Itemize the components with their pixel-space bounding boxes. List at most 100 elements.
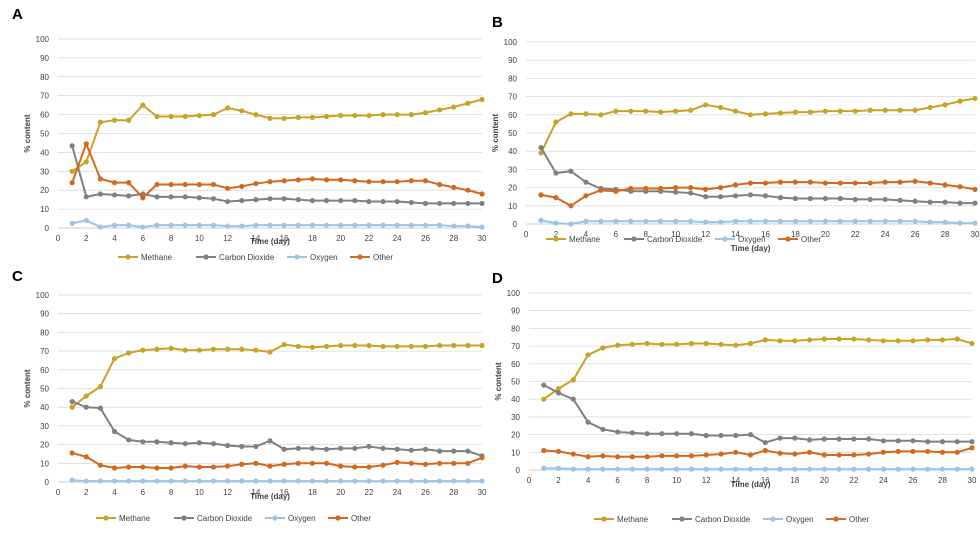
x-tick-label: 20 (820, 476, 829, 485)
y-tick-label: 10 (511, 448, 520, 457)
x-tick-label: 16 (280, 234, 289, 243)
data-point (912, 178, 918, 184)
data-point (309, 460, 315, 466)
series-line (71, 219, 483, 229)
data-point (538, 217, 544, 223)
data-point (437, 478, 443, 484)
data-point (267, 478, 273, 484)
data-point (366, 342, 372, 349)
data-point (583, 179, 589, 185)
data-point (111, 117, 118, 123)
data-point (352, 222, 358, 228)
data-point (747, 432, 754, 438)
data-point (479, 200, 485, 207)
series-carbon-dioxide (541, 382, 975, 446)
legend-swatch-marker (601, 516, 607, 522)
data-point (225, 442, 231, 449)
data-point (910, 338, 916, 344)
data-point (437, 342, 443, 349)
legend-item: Carbon Dioxide (624, 235, 703, 244)
data-point (253, 112, 259, 118)
y-tick-label: 30 (40, 167, 49, 176)
x-tick-label: 26 (908, 476, 917, 485)
data-point (851, 452, 857, 458)
y-tick-label: 0 (513, 220, 518, 229)
x-tick-label: 10 (195, 488, 204, 497)
y-tick-label: 30 (511, 413, 520, 422)
data-point (733, 432, 739, 439)
data-point (338, 177, 344, 183)
data-point (717, 185, 724, 191)
x-tick-label: 0 (56, 234, 61, 243)
data-point (688, 466, 695, 472)
data-point (762, 337, 768, 343)
series-methane (538, 95, 978, 156)
data-point (628, 218, 634, 224)
data-point (718, 466, 724, 472)
series-line (543, 467, 972, 471)
data-point (83, 159, 89, 165)
y-tick-label: 50 (40, 130, 49, 139)
data-point (925, 337, 931, 343)
panel-d: D 0 10 20 30 40 50 60 70 80 90 100 0 2 4 6 8 10 12 14 16 18 2… (490, 264, 980, 529)
data-point (852, 218, 858, 224)
data-point (807, 109, 813, 115)
data-point (703, 102, 709, 108)
series-line (71, 141, 483, 200)
data-point (239, 461, 245, 467)
legend-item: Carbon Dioxide (672, 515, 751, 524)
data-point (553, 195, 559, 201)
data-point (732, 193, 739, 199)
data-point (703, 194, 709, 200)
x-tick-label: 2 (554, 230, 559, 239)
data-point (939, 449, 946, 455)
data-point (267, 196, 273, 202)
data-point (880, 338, 886, 344)
data-point (644, 431, 650, 437)
data-point (239, 478, 245, 484)
data-point (717, 219, 724, 225)
data-point (792, 179, 798, 185)
data-point (673, 218, 679, 224)
x-tick-label: 30 (478, 234, 487, 243)
y-tick-label: 90 (40, 54, 49, 63)
data-point (910, 438, 916, 444)
x-tick-label: 18 (791, 230, 800, 239)
data-point (837, 218, 843, 224)
data-point (585, 419, 591, 425)
data-point (939, 337, 946, 343)
data-point (295, 460, 301, 466)
data-point (83, 454, 89, 460)
y-tick-label: 90 (511, 307, 520, 316)
data-point (882, 218, 888, 224)
data-point (880, 466, 886, 472)
data-point (837, 108, 843, 114)
data-point (465, 448, 471, 454)
data-point (210, 112, 217, 118)
y-tick-label: 100 (36, 291, 50, 300)
data-point (674, 466, 680, 472)
data-point (570, 451, 576, 457)
y-axis-title: % content (494, 362, 503, 401)
data-point (253, 347, 259, 353)
legend-label: Carbon Dioxide (647, 235, 703, 244)
x-tick-label: 14 (731, 476, 740, 485)
x-tick-label: 24 (881, 230, 890, 239)
data-point (836, 336, 842, 342)
x-tick-label: 22 (364, 234, 373, 243)
data-point (422, 110, 429, 116)
data-point (408, 112, 414, 118)
legend-label: Other (849, 515, 869, 524)
gridlines (58, 38, 482, 229)
data-point (309, 176, 315, 182)
data-point (939, 439, 946, 445)
series-line (543, 384, 972, 444)
legend-item: Other (826, 515, 869, 524)
data-point (925, 448, 931, 455)
data-point (140, 224, 146, 230)
data-point (352, 445, 358, 451)
data-point (182, 181, 188, 188)
data-point (69, 450, 75, 456)
data-point (295, 343, 301, 350)
